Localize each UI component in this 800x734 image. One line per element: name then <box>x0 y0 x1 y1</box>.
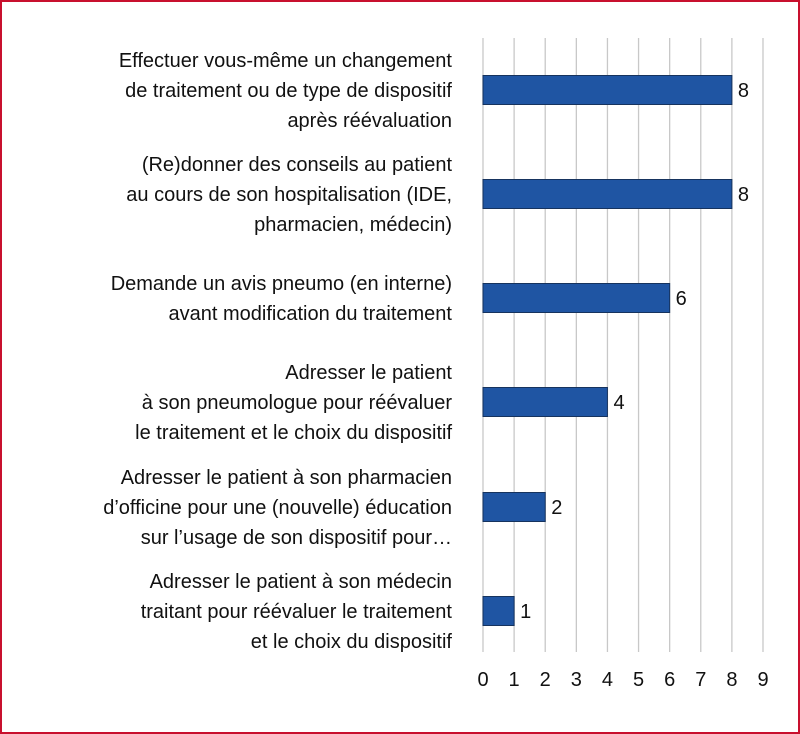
x-tick-label-6: 6 <box>664 669 675 691</box>
bar-5 <box>482 596 515 626</box>
category-label-line: et le choix du dispositif <box>251 631 453 653</box>
x-tick-label-4: 4 <box>602 669 613 691</box>
category-label-line: Adresser le patient à son pharmacien <box>121 467 452 489</box>
category-label-line: Effectuer vous-même un changement <box>119 50 453 72</box>
category-label-line: (Re)donner des conseils au patient <box>142 154 453 176</box>
category-label-0: Effectuer vous-même un changement de trai… <box>119 50 453 132</box>
category-label-line: Demande un avis pneumo (en interne) <box>111 273 452 295</box>
x-tick-label-3: 3 <box>571 669 582 691</box>
category-label-3: Adresser le patient à son pneumologue pou… <box>135 362 452 444</box>
x-tick-label-8: 8 <box>726 669 737 691</box>
bar-1 <box>482 179 733 209</box>
value-label-4: 2 <box>551 497 562 519</box>
category-labels: Effectuer vous-même un changement de trai… <box>103 50 452 653</box>
category-label-line: avant modification du traitement <box>169 303 453 325</box>
x-tick-label-9: 9 <box>757 669 768 691</box>
value-label-2: 6 <box>676 288 687 310</box>
category-label-line: Adresser le patient <box>285 362 452 384</box>
category-label-line: à son pneumologue pour réévaluer <box>142 392 453 414</box>
bar-3 <box>482 387 608 417</box>
gridlines <box>482 38 764 652</box>
category-label-line: Adresser le patient à son médecin <box>150 571 452 593</box>
x-tick-label-0: 0 <box>477 669 488 691</box>
value-label-0: 8 <box>738 80 749 102</box>
category-label-line: sur l’usage de son dispositif pour… <box>141 527 452 549</box>
category-label-line: le traitement et le choix du dispositif <box>135 422 452 444</box>
x-tick-label-5: 5 <box>633 669 644 691</box>
category-label-line: de traitement ou de type de dispositif <box>125 80 452 102</box>
category-label-line: au cours de son hospitalisation (IDE, <box>126 184 452 206</box>
category-label-line: pharmacien, médecin) <box>254 214 452 236</box>
x-tick-label-2: 2 <box>540 669 551 691</box>
value-labels: 8 8 6 4 2 1 <box>520 80 749 623</box>
bars <box>482 75 733 626</box>
x-tick-label-7: 7 <box>695 669 706 691</box>
category-label-1: (Re)donner des conseils au patient au cou… <box>126 154 452 236</box>
category-label-2: Demande un avis pneumo (en interne) avant… <box>111 273 453 325</box>
bar-0 <box>482 75 733 105</box>
category-label-line: traitant pour réévaluer le traitement <box>141 601 453 623</box>
category-label-line: après réévaluation <box>287 110 452 132</box>
category-label-4: Adresser le patient à son pharmacien d’of… <box>103 467 452 549</box>
bar-4 <box>482 492 546 522</box>
bar-2 <box>482 283 671 313</box>
x-tick-label-1: 1 <box>509 669 520 691</box>
category-label-5: Adresser le patient à son médecin traitan… <box>141 571 453 653</box>
category-label-line: d’officine pour une (nouvelle) éducation <box>103 497 452 519</box>
value-label-5: 1 <box>520 601 531 623</box>
value-label-1: 8 <box>738 184 749 206</box>
value-label-3: 4 <box>613 392 624 414</box>
